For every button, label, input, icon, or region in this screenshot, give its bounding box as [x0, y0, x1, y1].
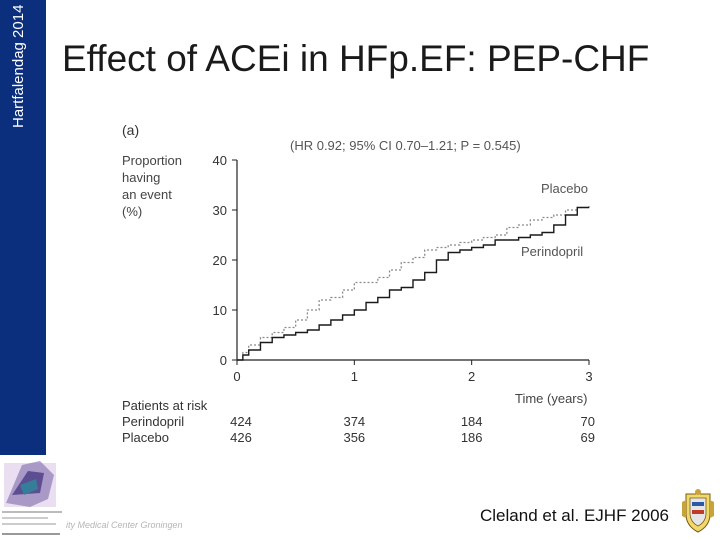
risk-value-perindopril: 374 — [343, 414, 365, 429]
ylabel-line-3: an event — [122, 187, 172, 202]
legend-placebo: Placebo — [541, 181, 588, 196]
risk-value-placebo: 186 — [461, 430, 483, 445]
y-tick-label: 0 — [220, 353, 227, 368]
x-tick-label: 1 — [351, 369, 358, 384]
sidebar-band: Hartfalendag 2014 — [0, 0, 46, 540]
legend-perindopril: Perindopril — [521, 244, 583, 259]
risk-value-perindopril: 184 — [461, 414, 483, 429]
risk-row-label-perindopril: Perindopril — [122, 414, 184, 429]
x-tick-label: 2 — [468, 369, 475, 384]
risk-value-placebo: 426 — [230, 430, 252, 445]
footer-institution: ity Medical Center Groningen — [66, 520, 183, 530]
y-tick-label: 10 — [213, 303, 227, 318]
panel-label: (a) — [122, 122, 139, 138]
x-tick-label: 3 — [585, 369, 592, 384]
y-tick-label: 30 — [213, 203, 227, 218]
risk-table-title: Patients at risk — [122, 398, 208, 413]
series-line-placebo — [237, 205, 590, 361]
risk-value-placebo: 356 — [343, 430, 365, 445]
citation: Cleland et al. EJHF 2006 — [480, 506, 669, 525]
y-tick-label: 40 — [213, 153, 227, 168]
series-line-perindopril — [237, 206, 589, 361]
ylabel-line-2: having — [122, 170, 160, 185]
slide-title: Effect of ACEi in HFp.EF: PEP-CHF — [62, 38, 650, 79]
risk-value-perindopril: 70 — [581, 414, 595, 429]
risk-value-perindopril: 424 — [230, 414, 252, 429]
risk-value-placebo: 69 — [581, 430, 595, 445]
x-tick-label: 0 — [233, 369, 240, 384]
crest-icon — [682, 489, 714, 533]
ylabel-line-1: Proportion — [122, 153, 182, 168]
hr-annotation: (HR 0.92; 95% CI 0.70–1.21; P = 0.545) — [290, 138, 521, 153]
risk-row-label-placebo: Placebo — [122, 430, 169, 445]
ylabel-line-4: (%) — [122, 204, 142, 219]
y-tick-label: 20 — [213, 253, 227, 268]
university-logo-icon — [0, 455, 64, 540]
x-axis-label: Time (years) — [515, 391, 587, 406]
